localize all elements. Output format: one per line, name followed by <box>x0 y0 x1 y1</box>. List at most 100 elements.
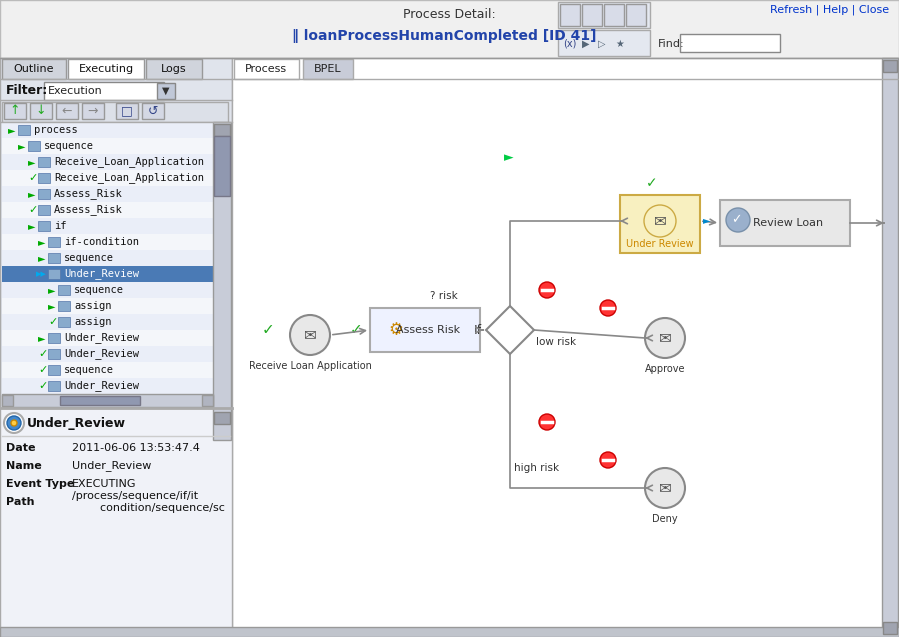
Bar <box>626 4 646 26</box>
Text: ►: ► <box>38 253 46 263</box>
Bar <box>883 622 897 634</box>
Text: Receive Loan Application: Receive Loan Application <box>248 361 371 371</box>
Text: Receive_Loan_Application: Receive_Loan_Application <box>54 157 204 168</box>
Bar <box>58 317 70 327</box>
Bar <box>48 237 60 247</box>
Text: BPEL: BPEL <box>314 64 342 74</box>
Text: Date: Date <box>6 443 35 453</box>
Text: ✓: ✓ <box>38 349 48 359</box>
Bar <box>720 200 850 246</box>
Bar <box>213 122 231 440</box>
Bar <box>2 202 213 218</box>
Text: ? risk: ? risk <box>430 291 458 301</box>
Bar <box>2 394 213 407</box>
Text: 2011-06-06 13:53:47.4: 2011-06-06 13:53:47.4 <box>72 443 200 453</box>
Text: Refresh | Help | Close: Refresh | Help | Close <box>770 4 889 15</box>
Text: Under Review: Under Review <box>627 239 694 249</box>
Bar <box>116 103 138 119</box>
Bar <box>2 395 13 406</box>
Bar <box>0 58 232 637</box>
Text: ►: ► <box>8 125 15 135</box>
Text: Under_Review: Under_Review <box>64 269 139 280</box>
Text: sequence: sequence <box>64 365 114 375</box>
Bar <box>560 4 580 26</box>
Bar <box>558 2 650 28</box>
Text: □: □ <box>121 104 133 117</box>
Text: if-condition: if-condition <box>64 237 139 247</box>
Text: Review Loan: Review Loan <box>753 218 823 228</box>
Text: ✓: ✓ <box>28 205 38 215</box>
Bar <box>38 205 50 215</box>
Bar <box>604 4 624 26</box>
Bar <box>234 59 299 79</box>
Text: Execution: Execution <box>48 86 102 96</box>
Bar <box>142 103 164 119</box>
Text: assign: assign <box>74 317 111 327</box>
Bar <box>214 124 230 136</box>
Text: (x): (x) <box>563 39 576 49</box>
Text: ✉: ✉ <box>659 331 672 345</box>
Bar <box>214 136 230 196</box>
Bar <box>44 82 164 100</box>
Circle shape <box>7 416 21 430</box>
Bar <box>82 103 104 119</box>
Text: Assess_Risk: Assess_Risk <box>54 204 123 215</box>
Text: ►: ► <box>48 301 56 311</box>
Text: ↓: ↓ <box>36 104 46 117</box>
Bar <box>146 59 202 79</box>
Text: ►: ► <box>28 157 35 167</box>
Text: ↑: ↑ <box>10 104 21 117</box>
Circle shape <box>600 300 616 316</box>
Bar <box>0 627 899 637</box>
Text: Under_Review: Under_Review <box>64 348 139 359</box>
Bar <box>30 103 52 119</box>
Bar <box>2 186 213 202</box>
Bar <box>0 0 899 58</box>
Circle shape <box>290 315 330 355</box>
Bar <box>2 282 213 298</box>
Text: If: If <box>474 324 482 336</box>
Text: low risk: low risk <box>536 337 576 347</box>
Text: ✉: ✉ <box>654 213 666 229</box>
Circle shape <box>539 414 555 430</box>
Circle shape <box>644 205 676 237</box>
Text: Outline: Outline <box>13 64 54 74</box>
Text: sequence: sequence <box>64 253 114 263</box>
Text: sequence: sequence <box>74 285 124 295</box>
Text: ►: ► <box>28 221 35 231</box>
Bar <box>58 285 70 295</box>
Text: Name: Name <box>6 461 41 471</box>
Text: ✓: ✓ <box>48 317 58 327</box>
Bar <box>2 138 213 154</box>
Text: high risk: high risk <box>514 463 559 473</box>
Text: ✓: ✓ <box>38 365 48 375</box>
Text: sequence: sequence <box>44 141 94 151</box>
Bar <box>2 218 213 234</box>
Text: →: → <box>88 104 98 117</box>
Text: assign: assign <box>74 301 111 311</box>
Bar <box>28 141 40 151</box>
Text: Under_Review: Under_Review <box>64 380 139 392</box>
Text: Under_Review: Under_Review <box>27 417 126 429</box>
Text: Assess_Risk: Assess_Risk <box>54 189 123 199</box>
Text: ✓: ✓ <box>646 176 658 190</box>
Circle shape <box>11 420 17 426</box>
Bar <box>68 59 144 79</box>
Bar <box>620 195 700 253</box>
Text: Assess Risk: Assess Risk <box>396 325 460 335</box>
Bar <box>48 381 60 391</box>
Text: ►: ► <box>28 189 35 199</box>
Text: Executing: Executing <box>78 64 134 74</box>
Text: ←: ← <box>62 104 72 117</box>
Bar <box>2 102 228 122</box>
Bar <box>48 365 60 375</box>
Text: ▼: ▼ <box>162 86 170 96</box>
Bar <box>4 103 26 119</box>
Text: Filter:: Filter: <box>6 83 49 96</box>
Bar <box>48 269 60 279</box>
Bar <box>883 60 897 72</box>
Bar <box>680 34 780 52</box>
Circle shape <box>645 468 685 508</box>
Polygon shape <box>486 306 534 354</box>
Bar <box>2 266 213 282</box>
